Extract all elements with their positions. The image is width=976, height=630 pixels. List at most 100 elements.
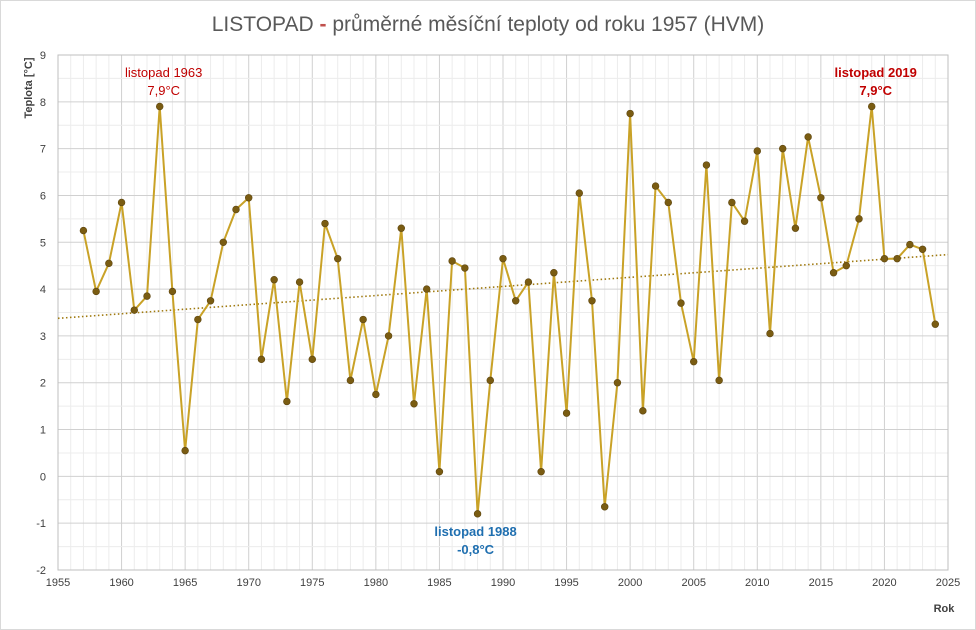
x-tick-label: 2000	[618, 577, 642, 589]
data-point	[308, 355, 316, 364]
data-point	[766, 329, 774, 338]
data-point	[677, 299, 685, 307]
annotation-label: listopad 1988	[434, 524, 516, 539]
data-point	[562, 409, 571, 417]
data-point	[486, 376, 494, 385]
data-point	[270, 276, 278, 284]
x-tick-label: 1990	[491, 577, 515, 589]
data-point	[537, 467, 545, 476]
y-tick-label: -1	[36, 518, 46, 530]
data-point	[117, 198, 126, 207]
data-point	[779, 144, 787, 153]
data-point	[791, 224, 800, 232]
data-point	[219, 238, 227, 246]
y-tick-label: 3	[40, 331, 46, 343]
x-tick-label: 2005	[681, 577, 705, 589]
data-point	[245, 194, 253, 202]
x-tick-label: 1985	[427, 577, 451, 589]
data-point	[626, 109, 634, 118]
data-point	[804, 133, 812, 141]
data-point	[499, 254, 507, 263]
x-tick-label: 2010	[745, 577, 769, 589]
data-point	[257, 355, 266, 364]
title-dash: -	[319, 13, 327, 36]
data-point	[473, 510, 482, 518]
y-tick-label: 7	[40, 144, 46, 156]
y-tick-label: 8	[40, 97, 46, 109]
chart-title: LISTOPAD - průměrné měsíční teploty od r…	[0, 13, 976, 37]
data-point	[651, 182, 660, 190]
data-point	[715, 376, 723, 385]
data-point	[893, 254, 901, 263]
x-tick-label: 1980	[364, 577, 388, 589]
data-point	[601, 503, 609, 511]
data-point	[740, 217, 749, 225]
data-point	[397, 224, 405, 232]
data-point	[410, 400, 418, 408]
x-tick-label: 1965	[173, 577, 197, 589]
data-point	[728, 198, 736, 207]
data-point	[359, 315, 367, 324]
y-tick-label: 9	[40, 50, 46, 62]
data-point	[461, 264, 469, 272]
annotation-value: 7,9°C	[147, 83, 180, 98]
data-point	[232, 205, 240, 214]
annotation-value: 7,9°C	[859, 83, 892, 98]
x-tick-label: 1955	[46, 577, 70, 589]
x-tick-label: 2020	[872, 577, 896, 589]
annotation-label: listopad 2019	[835, 65, 917, 80]
data-point	[105, 259, 113, 268]
data-point	[512, 297, 520, 305]
data-point	[690, 357, 698, 366]
data-point	[295, 278, 304, 286]
series-line	[82, 106, 937, 514]
data-point	[372, 390, 380, 399]
y-tick-label: 0	[40, 471, 46, 483]
y-tick-label: 4	[40, 284, 46, 296]
data-point	[384, 332, 393, 340]
y-tick-label: 2	[40, 378, 46, 390]
x-tick-label: 1960	[109, 577, 133, 589]
x-tick-label: 1995	[554, 577, 578, 589]
x-axis-label: Rok	[934, 603, 956, 615]
data-point	[448, 257, 456, 265]
data-point	[664, 198, 672, 207]
x-tick-label: 2015	[809, 577, 833, 589]
title-month: LISTOPAD	[211, 13, 314, 36]
data-point	[613, 379, 622, 387]
data-point	[817, 194, 825, 202]
data-point	[130, 306, 138, 314]
y-tick-label: 6	[40, 190, 46, 202]
data-point	[346, 376, 355, 385]
data-point	[906, 240, 914, 249]
data-point	[181, 446, 189, 455]
data-point	[829, 269, 838, 277]
y-axis-label: Teplota [°C]	[23, 57, 35, 118]
data-point	[321, 219, 329, 228]
data-point	[524, 278, 533, 286]
data-point	[423, 285, 431, 293]
data-point	[334, 254, 342, 263]
plot-area-border	[57, 54, 949, 571]
data-point	[206, 297, 215, 305]
annotation-label: listopad 1963	[125, 65, 202, 80]
data-point	[435, 467, 444, 476]
data-point	[92, 287, 100, 296]
data-point	[194, 315, 202, 324]
data-point	[855, 215, 863, 223]
data-point	[918, 245, 927, 253]
title-rest: průměrné měsíční teploty od roku 1957 (H…	[332, 13, 765, 36]
y-tick-label: 5	[40, 237, 46, 249]
data-point	[79, 226, 88, 235]
x-tick-label: 1970	[236, 577, 260, 589]
data-point	[702, 161, 711, 169]
data-point	[283, 397, 291, 406]
data-point	[842, 261, 850, 270]
y-tick-label: -2	[36, 565, 46, 577]
data-point	[753, 147, 761, 155]
annotation-value: -0,8°C	[457, 542, 495, 557]
x-tick-label: 2025	[936, 577, 960, 589]
x-tick-label: 1975	[300, 577, 324, 589]
data-point	[550, 269, 558, 277]
